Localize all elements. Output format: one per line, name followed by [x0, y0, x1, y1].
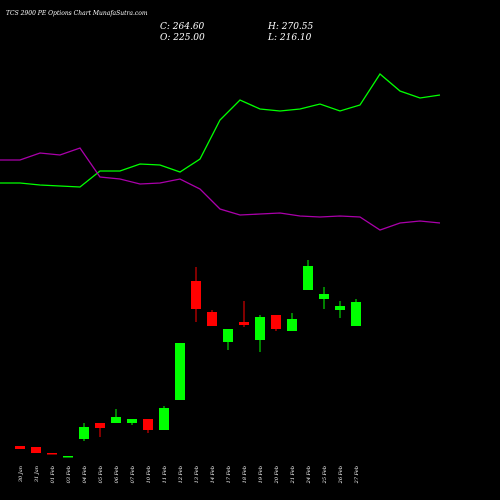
candle-body	[223, 329, 233, 342]
x-tick-label: 17 Feb	[226, 466, 232, 483]
x-tick-label: 26 Feb	[338, 466, 344, 484]
candle-body	[351, 302, 361, 326]
x-tick-label: 30 Jan	[18, 466, 24, 482]
x-tick-label: 10 Feb	[146, 466, 152, 483]
x-tick-label: 03 Feb	[66, 466, 72, 483]
candle-body	[159, 408, 169, 430]
candle-body	[207, 312, 217, 326]
x-tick-label: 05 Feb	[98, 466, 104, 483]
candle-body	[255, 317, 265, 340]
x-tick-label: 11 Feb	[162, 466, 168, 483]
candle-body	[319, 294, 329, 299]
candle-body	[15, 446, 25, 449]
x-tick-label: 27 Feb	[354, 466, 360, 484]
candle-body	[127, 419, 137, 423]
line-series	[0, 73, 441, 188]
x-tick-label: 07 Feb	[130, 466, 136, 483]
candle-body	[287, 319, 297, 331]
x-tick-label: 13 Feb	[194, 466, 200, 483]
x-tick-label: 24 Feb	[306, 466, 312, 484]
ohlc-label: H: 270.55	[267, 22, 314, 32]
candle-body	[111, 417, 121, 423]
x-tick-label: 12 Feb	[178, 466, 184, 483]
x-tick-label: 31 Jan	[34, 466, 40, 482]
ohlc-label: L: 216.10	[267, 33, 312, 43]
x-tick-label: 14 Feb	[210, 466, 216, 483]
candle-body	[303, 266, 313, 290]
x-tick-label: 18 Feb	[242, 466, 248, 483]
candle-body	[239, 322, 249, 325]
x-tick-label: 06 Feb	[114, 466, 120, 483]
line-series	[0, 147, 441, 231]
candle-body	[95, 423, 105, 428]
candle-body	[271, 315, 281, 329]
x-tick-label: 19 Feb	[258, 466, 264, 483]
candle-body	[31, 447, 41, 453]
x-tick-label: 20 Feb	[274, 466, 280, 484]
candle-body	[143, 419, 153, 430]
chart-title: TCS 2900 PE Options Chart MunafaSutra.co…	[6, 10, 148, 17]
candle-body	[79, 427, 89, 439]
candle-body	[191, 281, 201, 309]
x-tick-label: 04 Feb	[82, 466, 88, 483]
ohlc-label: C: 264.60	[160, 22, 205, 32]
candle-body	[335, 306, 345, 310]
candle-body	[47, 453, 57, 455]
ohlc-label: O: 225.00	[160, 33, 205, 43]
x-tick-label: 21 Feb	[290, 466, 296, 484]
candle-body	[63, 456, 73, 458]
x-tick-label: 01 Feb	[50, 466, 56, 483]
x-tick-label: 25 Feb	[322, 466, 328, 484]
candle-body	[175, 343, 185, 400]
